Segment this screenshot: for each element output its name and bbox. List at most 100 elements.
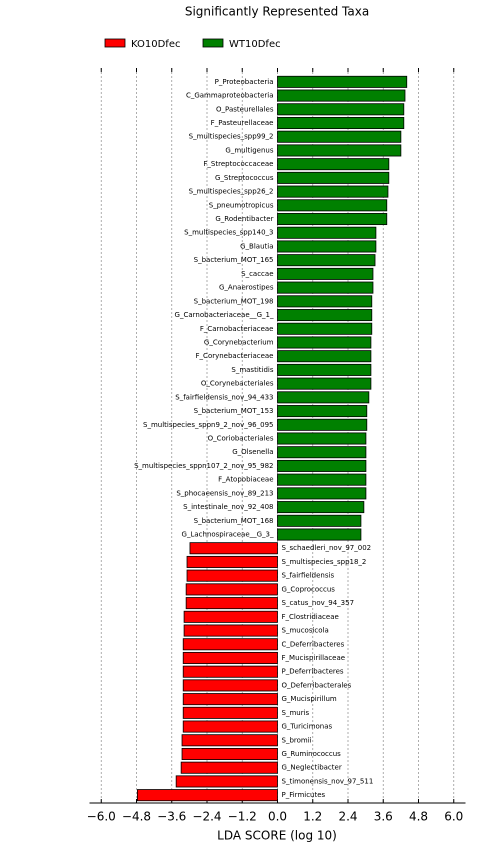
category-label: F_Carnobacteriaceae xyxy=(200,325,274,333)
bar xyxy=(277,103,405,116)
bar xyxy=(277,267,374,280)
bar xyxy=(182,638,278,651)
bar xyxy=(277,377,372,390)
x-tick-label: −2.4 xyxy=(192,810,221,824)
category-label: S_bacterium_MOT_165 xyxy=(194,256,274,264)
category-label: G_Streptococcus xyxy=(215,174,274,182)
bar xyxy=(277,199,388,212)
bar xyxy=(180,761,278,774)
bar xyxy=(277,473,367,486)
category-label: S_timonensis_nov_97_511 xyxy=(282,777,374,785)
x-tick-label: 4.8 xyxy=(409,810,428,824)
category-label: G_Carnobacteriaceae__G_1_ xyxy=(175,311,274,319)
bar xyxy=(277,514,362,527)
chart-title: Significantly Represented Taxa xyxy=(185,5,369,19)
x-tick-label: 1.2 xyxy=(303,810,322,824)
bar xyxy=(183,610,278,623)
category-label: S_schaedleri_nov_97_002 xyxy=(282,544,372,552)
category-label: S_fairfieldensis xyxy=(282,572,335,580)
legend-label: KO10Dfec xyxy=(131,39,180,50)
category-label: F_Clostridiaceae xyxy=(282,613,339,621)
category-label: S_bacterium_MOT_153 xyxy=(194,407,274,415)
category-label: G_Turicimonas xyxy=(282,723,333,731)
bar xyxy=(183,624,278,637)
bar xyxy=(277,418,368,431)
category-label: S_mastitidis xyxy=(231,366,273,374)
bar xyxy=(277,446,367,459)
category-label: F_Mucispirillaceae xyxy=(282,654,346,662)
bar xyxy=(277,432,367,445)
bar xyxy=(277,226,377,239)
category-label: S_fairfieldensis_nov_94_433 xyxy=(175,393,273,401)
category-label: O_Pasteurellales xyxy=(216,105,274,113)
category-label: G_Neglectibacter xyxy=(282,764,342,772)
bar xyxy=(277,336,372,349)
bar xyxy=(186,555,278,568)
category-label: G_multigenus xyxy=(225,146,273,154)
bar xyxy=(181,734,278,747)
category-label: F_Streptococcaceae xyxy=(203,160,273,168)
category-label: S_muris xyxy=(282,709,310,717)
x-tick-label: −3.6 xyxy=(157,810,186,824)
bar xyxy=(182,665,278,678)
bar xyxy=(277,350,372,363)
category-label: G_Blautia xyxy=(240,242,273,250)
category-label: G_Rodentibacter xyxy=(215,215,273,223)
category-label: S_bromii xyxy=(282,736,312,744)
category-label: S_catus_nov_94_357 xyxy=(282,599,355,607)
category-label: O_Coriobacteriales xyxy=(208,435,274,443)
category-label: S_bacterium_MOT_198 xyxy=(194,297,274,305)
x-tick-label: −1.2 xyxy=(228,810,257,824)
category-label: P_Proteobacteria xyxy=(215,78,274,86)
category-label: F_Corynebacteriaceae xyxy=(196,352,274,360)
x-tick-label: −4.8 xyxy=(122,810,151,824)
bar xyxy=(277,309,373,322)
category-label: S_phocaeensis_nov_89_213 xyxy=(176,489,273,497)
category-label: S_multispecies_spp140_3 xyxy=(184,229,273,237)
category-label: F_Pasteurellaceae xyxy=(211,119,274,127)
bar xyxy=(277,295,373,308)
x-tick-label: 3.6 xyxy=(374,810,393,824)
category-label: S_multispecies_sppn107_2_nov_95_982 xyxy=(134,462,273,470)
bar xyxy=(277,528,362,541)
legend-swatch xyxy=(104,38,126,48)
bar xyxy=(277,75,408,88)
x-tick-label: 0.0 xyxy=(268,810,287,824)
category-label: P_Firmicutes xyxy=(282,791,326,799)
category-label: O_Corynebacteriales xyxy=(201,380,274,388)
category-label: G_Lachnospiraceae__G_3_ xyxy=(182,531,274,539)
bar xyxy=(277,405,368,418)
category-label: G_Corynebacterium xyxy=(204,338,274,346)
x-tick-label: −6.0 xyxy=(87,810,116,824)
bar xyxy=(182,693,278,706)
category-label: S_multispecies_spp26_2 xyxy=(189,188,274,196)
category-label: C_Gammaproteobacteria xyxy=(186,92,274,100)
bar xyxy=(277,213,388,226)
legend-label: WT10Dfec xyxy=(229,39,281,50)
bar xyxy=(189,542,278,555)
category-label: S_pneumotropicus xyxy=(209,201,274,209)
bar xyxy=(182,720,278,733)
x-tick-label: 2.4 xyxy=(338,810,357,824)
bar xyxy=(277,89,406,102)
bar xyxy=(186,569,278,582)
bar xyxy=(181,747,278,760)
x-tick-label: 6.0 xyxy=(444,810,463,824)
category-label: C_Deferribacteres xyxy=(282,640,345,648)
category-label: G_Olsenella xyxy=(232,448,273,456)
bar xyxy=(277,240,377,253)
bar xyxy=(277,144,402,157)
category-label: S_intestinale_nov_92_408 xyxy=(183,503,273,511)
category-label: S_multispecies_spp18_2 xyxy=(282,558,367,566)
bar xyxy=(277,501,365,514)
bar xyxy=(136,789,278,802)
category-label: G_Mucispirillum xyxy=(282,695,337,703)
bar xyxy=(182,651,278,664)
category-label: G_Coprococcus xyxy=(282,585,336,593)
bar xyxy=(175,775,278,788)
category-label: S_multispecies_sppn9_2_nov_96_095 xyxy=(143,421,273,429)
bar xyxy=(277,158,390,171)
category-label: S_bacterium_MOT_168 xyxy=(194,517,274,525)
category-label: G_Anaerostipes xyxy=(219,284,274,292)
